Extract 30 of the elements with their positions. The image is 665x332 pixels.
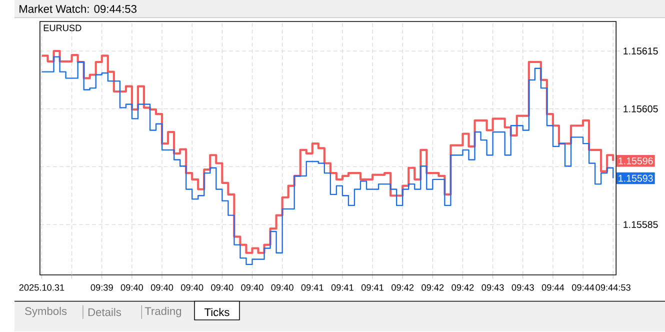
text: Details	[88, 308, 122, 316]
x-tick-label: 09:44	[572, 284, 594, 291]
text: Trading	[144, 307, 182, 318]
text: Symbols	[25, 307, 67, 318]
x-tick-label: 09:44:53	[596, 284, 630, 291]
x-tick-label: 09:40	[150, 284, 174, 291]
y-tick-label: 1.15615	[624, 48, 658, 55]
chart-title: Market Watch: 09:44:53	[20, 4, 136, 14]
annotation: 1.15593	[618, 174, 653, 182]
x-tick-label: 09:40	[211, 284, 234, 291]
y-tick-label: 1.15585	[624, 221, 658, 228]
y-tick-label: 1.15605	[624, 106, 658, 113]
x-tick-label: 09:42	[452, 284, 474, 291]
x-tick-label: 09:39	[90, 284, 113, 291]
x-tick-label: 09:40	[271, 284, 294, 291]
x-tick-label: 09:40	[241, 284, 264, 291]
x-tick-label: 09:41	[331, 284, 354, 291]
x-tick-label: 09:40	[120, 284, 144, 291]
x-tick-label: 09:42	[422, 284, 444, 291]
chart-subtitle: EURUSD	[44, 24, 82, 32]
x-tick-label: 09:44	[542, 284, 564, 291]
x-tick-label: 09:43	[482, 284, 504, 291]
x-tick-label: 09:43	[512, 284, 534, 291]
annotation: 1.15596	[618, 158, 653, 165]
x-tick-label: 09:41	[301, 284, 324, 291]
text: Ticks	[204, 308, 230, 316]
x-tick-label: 09:41	[361, 284, 384, 291]
x-tick-label: 09:42	[392, 284, 414, 291]
x-tick-label: 2025.10.31	[19, 284, 64, 291]
x-tick-label: 09:40	[181, 284, 204, 291]
